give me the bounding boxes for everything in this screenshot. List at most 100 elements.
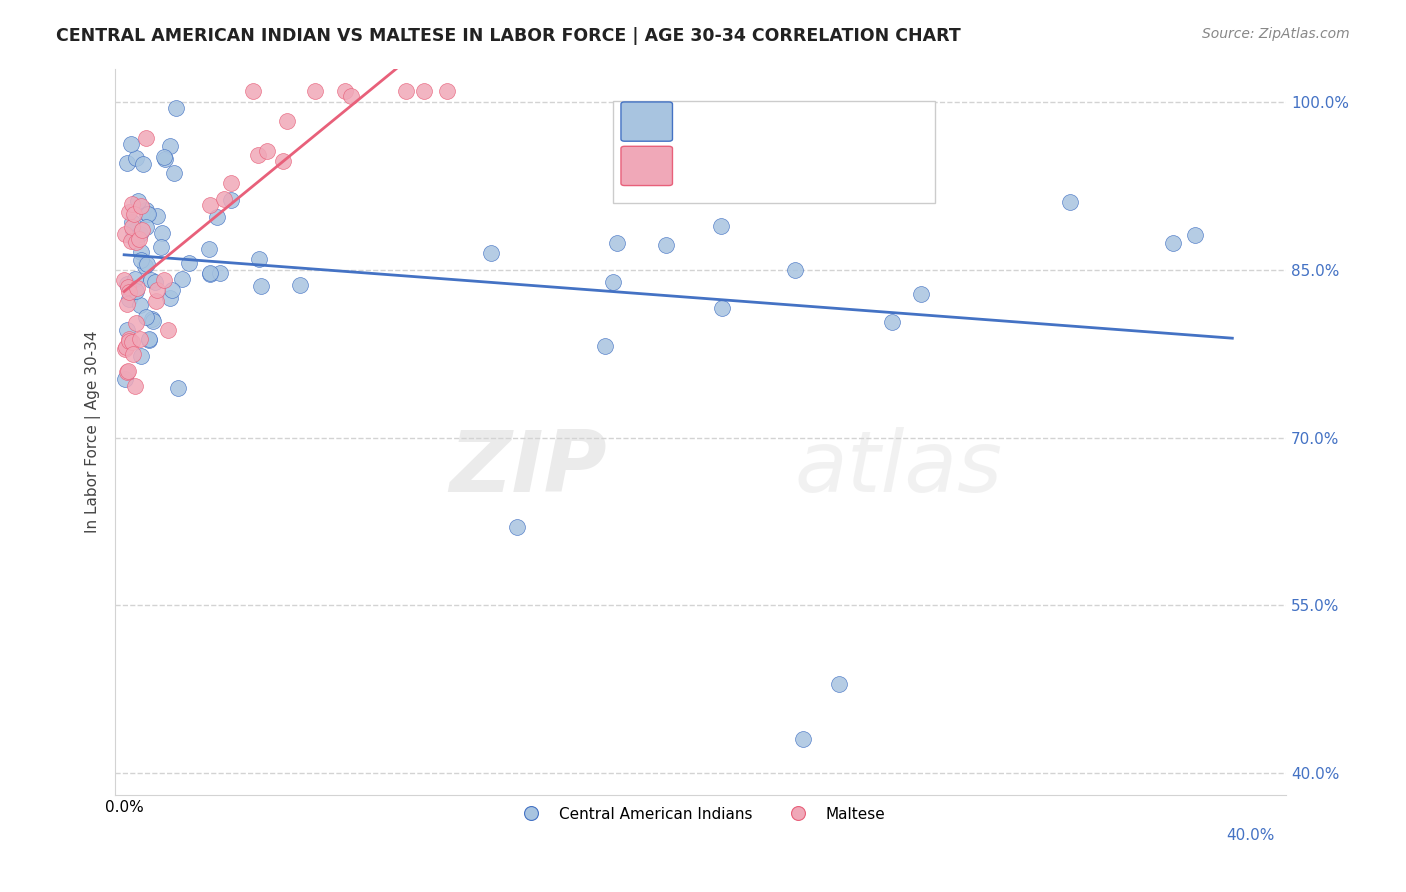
Point <box>198 267 221 281</box>
Point <box>1059 195 1081 210</box>
Point <box>146 209 169 223</box>
Point <box>304 84 326 98</box>
Legend: Central American Indians, Maltese: Central American Indians, Maltese <box>510 800 891 828</box>
Point <box>208 266 231 280</box>
Point <box>121 334 143 349</box>
Text: Source: ZipAtlas.com: Source: ZipAtlas.com <box>1202 27 1350 41</box>
Point <box>479 246 502 260</box>
Point <box>118 292 141 306</box>
FancyBboxPatch shape <box>621 102 672 141</box>
Point <box>121 347 143 361</box>
Point <box>1184 228 1206 243</box>
Point <box>118 285 141 299</box>
Y-axis label: In Labor Force | Age 30-34: In Labor Force | Age 30-34 <box>86 331 101 533</box>
Point <box>436 84 458 98</box>
Point <box>249 279 271 293</box>
Point <box>159 138 181 153</box>
Point <box>156 323 179 337</box>
Point <box>247 148 270 162</box>
Point <box>127 194 149 208</box>
Point <box>138 333 160 347</box>
Point <box>152 273 174 287</box>
Point <box>271 154 294 169</box>
Point <box>602 276 624 290</box>
Point <box>167 380 190 394</box>
Point <box>131 222 153 236</box>
Point <box>117 280 139 294</box>
Point <box>166 101 188 115</box>
Point <box>114 227 136 242</box>
Text: atlas: atlas <box>794 426 1002 510</box>
Point <box>247 252 270 266</box>
Point <box>139 272 162 286</box>
Point <box>221 193 243 207</box>
Point <box>163 165 186 179</box>
Point <box>593 339 616 353</box>
Point <box>198 266 221 280</box>
Point <box>135 310 157 325</box>
Point <box>830 187 852 202</box>
Point <box>136 207 159 221</box>
Point <box>120 234 142 248</box>
Text: R =  0.358   N = 45: R = 0.358 N = 45 <box>678 157 884 175</box>
Point <box>125 281 148 295</box>
Text: R = -0.030   N = 72: R = -0.030 N = 72 <box>678 112 884 130</box>
Point <box>162 283 184 297</box>
Point <box>118 205 141 219</box>
Point <box>128 232 150 246</box>
Point <box>212 192 235 206</box>
Point <box>115 277 138 291</box>
Point <box>150 240 173 254</box>
Point <box>143 276 166 290</box>
Point <box>340 89 363 103</box>
Point <box>159 291 181 305</box>
Point <box>152 150 174 164</box>
Point <box>135 219 157 234</box>
Point <box>655 237 678 252</box>
Point <box>135 207 157 221</box>
FancyBboxPatch shape <box>613 101 935 203</box>
Point <box>132 156 155 170</box>
Point <box>135 203 157 218</box>
Point <box>124 235 146 249</box>
Point <box>118 332 141 346</box>
Point <box>882 315 904 329</box>
Point <box>179 256 201 270</box>
Point <box>198 243 221 257</box>
Point <box>115 340 138 354</box>
Text: ZIP: ZIP <box>450 426 607 510</box>
Point <box>136 257 159 271</box>
Point <box>1163 236 1185 251</box>
Point <box>128 227 150 242</box>
Point <box>142 314 165 328</box>
Point <box>198 198 221 212</box>
Point <box>153 152 176 166</box>
Point <box>124 207 146 221</box>
Point <box>121 219 143 234</box>
Point <box>792 732 814 747</box>
Point <box>134 259 156 273</box>
Point <box>145 283 167 297</box>
Point <box>114 273 136 287</box>
Point <box>413 84 436 98</box>
Point <box>129 253 152 268</box>
Point <box>122 224 145 238</box>
Point <box>145 294 167 309</box>
FancyBboxPatch shape <box>621 146 672 186</box>
Point <box>785 262 807 277</box>
Point <box>276 114 298 128</box>
Point <box>118 334 141 349</box>
Point <box>219 176 242 190</box>
Point <box>256 145 278 159</box>
Point <box>114 371 136 385</box>
Point <box>129 297 152 311</box>
Point <box>115 365 138 379</box>
Point <box>828 676 851 690</box>
Point <box>124 272 146 286</box>
Point <box>606 236 628 251</box>
Point <box>333 84 356 98</box>
Point <box>121 215 143 229</box>
Point <box>115 323 138 337</box>
Point <box>711 301 734 315</box>
Point <box>242 84 264 98</box>
